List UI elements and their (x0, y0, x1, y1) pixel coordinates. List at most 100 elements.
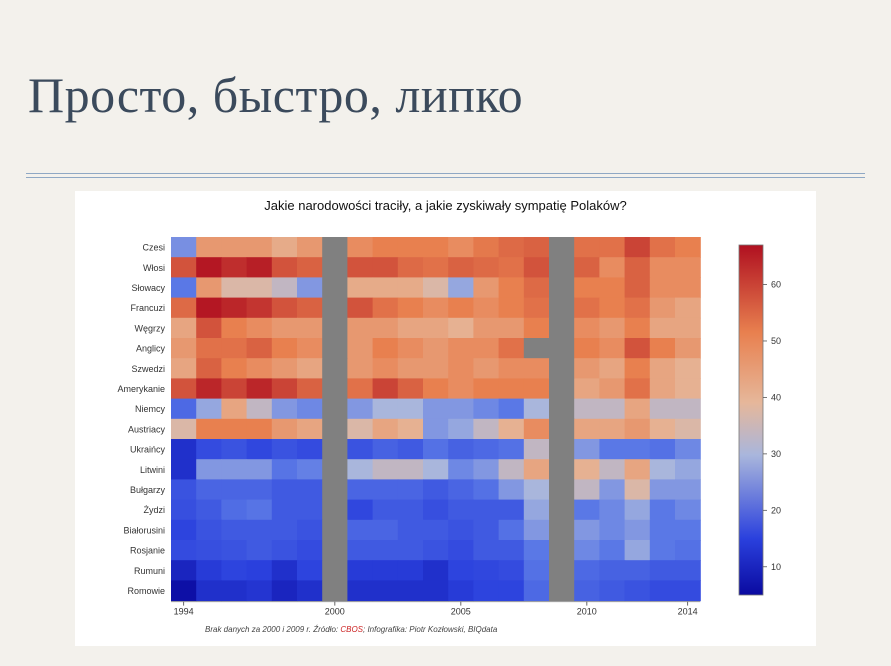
heatmap-cell (246, 317, 273, 339)
heatmap-cell (473, 540, 500, 561)
heatmap-cell (649, 540, 676, 561)
heatmap-cell (574, 418, 600, 440)
heatmap-cell (347, 237, 374, 258)
y-tick-label: Litwini (140, 465, 165, 475)
heatmap-cell (473, 459, 500, 480)
heatmap-cell (423, 257, 449, 278)
heatmap-cell (523, 378, 550, 400)
heatmap-cell (498, 439, 525, 460)
heatmap-cell (246, 519, 273, 541)
heatmap-cell (246, 580, 273, 602)
heatmap-cell (271, 237, 298, 258)
heatmap-cell (574, 338, 600, 359)
heatmap-cell (297, 257, 323, 278)
heatmap-cell (498, 378, 525, 400)
heatmap-cell (246, 459, 273, 480)
heatmap-cell (221, 297, 248, 319)
heatmap-cell (549, 277, 575, 299)
heatmap-cell (498, 519, 525, 541)
heatmap-cell (221, 277, 248, 299)
title-divider-bottom (26, 177, 865, 178)
heatmap-cell (649, 237, 676, 258)
y-tick-label: Anglicy (136, 344, 166, 354)
heatmap-cell (624, 257, 651, 278)
heatmap-cell (196, 398, 222, 420)
source-suffix: ; Infografika: Piotr Kozłowski, BIQdata (363, 625, 498, 634)
heatmap-cell (649, 459, 676, 480)
heatmap-cell (473, 277, 500, 299)
heatmap-cell (624, 338, 651, 359)
heatmap-cell (271, 257, 298, 278)
heatmap-cell (448, 398, 474, 420)
heatmap-cell (473, 499, 500, 521)
heatmap-cell (574, 479, 600, 501)
heatmap-cell (397, 519, 424, 541)
heatmap-cell (549, 338, 575, 359)
heatmap-cell (448, 418, 474, 440)
y-tick-label: Żydzi (143, 505, 165, 515)
heatmap-cell (221, 499, 248, 521)
heatmap-cell (221, 358, 248, 379)
heatmap-cell (372, 439, 399, 460)
heatmap-cell (599, 540, 626, 561)
heatmap-cell (297, 277, 323, 299)
heatmap-cell (372, 378, 399, 400)
heatmap-cell (423, 560, 449, 581)
chart-title: Jakie narodowości traciły, a jakie zyski… (264, 198, 627, 213)
heatmap-cell (448, 358, 474, 379)
heatmap-cell (196, 257, 222, 278)
heatmap-cell (574, 317, 600, 339)
heatmap-cell (221, 459, 248, 480)
heatmap-cell (221, 237, 248, 258)
heatmap-cell (649, 519, 676, 541)
heatmap-cell (498, 277, 525, 299)
heatmap-cell (347, 439, 374, 460)
heatmap-cell (196, 338, 222, 359)
heatmap-cell (397, 277, 424, 299)
heatmap-cell (271, 338, 298, 359)
heatmap-cell (322, 459, 348, 480)
heatmap-cell (675, 378, 701, 400)
heatmap-cell (498, 338, 525, 359)
heatmap-cell (397, 439, 424, 460)
heatmap-cell (423, 398, 449, 420)
heatmap-cell (397, 338, 424, 359)
heatmap-cell (271, 398, 298, 420)
heatmap-cell (347, 560, 374, 581)
heatmap-cell (624, 418, 651, 440)
heatmap-cell (297, 338, 323, 359)
heatmap-cell (246, 297, 273, 319)
heatmap-cell (473, 479, 500, 501)
heatmap-cell (523, 479, 550, 501)
y-tick-label: Węgrzy (134, 323, 165, 333)
heatmap-cell (347, 479, 374, 501)
heatmap-cell (599, 398, 626, 420)
heatmap-cell (423, 358, 449, 379)
heatmap-cell (322, 560, 348, 581)
heatmap-cell (624, 519, 651, 541)
heatmap-cell (397, 499, 424, 521)
heatmap-cell (523, 459, 550, 480)
heatmap-cell (448, 297, 474, 319)
heatmap-cell (675, 398, 701, 420)
heatmap-cell (649, 439, 676, 460)
heatmap-cell (221, 317, 248, 339)
heatmap-cell (473, 418, 500, 440)
y-tick-label: Francuzi (130, 303, 165, 313)
heatmap-cell (675, 297, 701, 319)
heatmap-cell (196, 237, 222, 258)
heatmap-cell (271, 317, 298, 339)
heatmap-cell (523, 257, 550, 278)
heatmap-cell (171, 398, 197, 420)
heatmap-cell (549, 540, 575, 561)
heatmap-cell (649, 297, 676, 319)
heatmap-cell (523, 237, 550, 258)
heatmap-cell (523, 277, 550, 299)
heatmap-cell (574, 277, 600, 299)
heatmap-cell (221, 398, 248, 420)
heatmap-cell (372, 540, 399, 561)
title-divider-top (26, 173, 865, 174)
y-tick-label: Słowacy (131, 283, 165, 293)
heatmap-cell (372, 499, 399, 521)
heatmap-cell (624, 459, 651, 480)
